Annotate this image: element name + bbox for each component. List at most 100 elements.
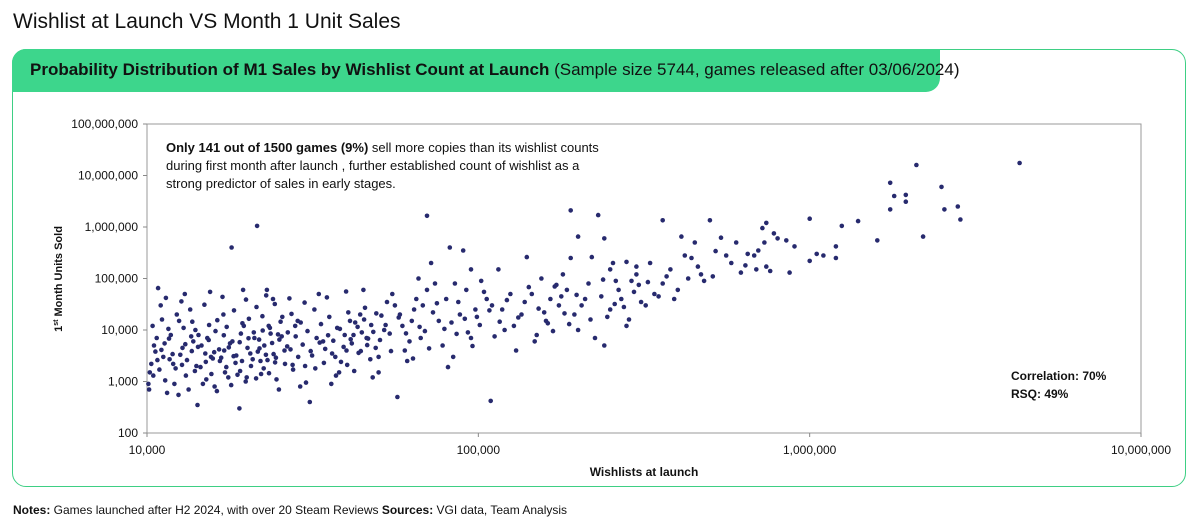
data-point <box>166 336 172 341</box>
data-point <box>833 255 839 261</box>
data-point <box>198 364 203 370</box>
data-point <box>348 337 354 342</box>
data-point <box>370 375 376 380</box>
annotation-line3: strong predictor of sales in early stage… <box>166 176 396 191</box>
data-point <box>787 270 792 275</box>
data-point <box>208 354 214 360</box>
data-point <box>265 357 270 363</box>
data-point <box>723 253 729 258</box>
data-point <box>268 331 273 336</box>
data-point <box>457 312 463 317</box>
data-point <box>403 331 409 336</box>
data-point <box>322 346 328 352</box>
data-point <box>224 324 229 330</box>
data-point <box>566 321 572 327</box>
data-point <box>619 296 624 302</box>
data-point <box>388 348 394 354</box>
data-point <box>502 327 507 333</box>
data-point <box>207 289 213 295</box>
data-point <box>266 323 272 329</box>
data-point <box>183 373 189 378</box>
data-point <box>174 312 180 317</box>
data-point <box>182 291 188 297</box>
data-point <box>213 328 218 334</box>
data-point <box>616 287 621 293</box>
data-point <box>465 330 471 335</box>
data-point <box>253 376 259 381</box>
data-point <box>664 274 669 279</box>
data-point <box>595 212 601 218</box>
data-point <box>224 364 229 370</box>
data-point <box>147 370 153 375</box>
data-point <box>170 351 175 357</box>
data-point <box>526 284 532 290</box>
data-point <box>344 348 349 353</box>
data-point <box>572 312 577 317</box>
data-point <box>377 337 383 343</box>
data-point <box>605 314 610 320</box>
data-point <box>192 368 198 374</box>
data-point <box>263 352 269 358</box>
data-point <box>643 303 648 308</box>
data-point <box>631 289 637 295</box>
data-point <box>239 358 245 364</box>
data-point <box>607 307 613 312</box>
data-point <box>434 301 440 306</box>
data-point <box>151 373 156 378</box>
data-point <box>381 327 387 333</box>
data-point <box>172 381 177 387</box>
data-point <box>288 347 293 352</box>
data-point <box>333 354 338 360</box>
data-point <box>675 287 681 293</box>
data-point <box>764 220 769 226</box>
data-point <box>464 287 469 293</box>
data-point <box>231 353 236 359</box>
annotation-text: Only 141 out of 1500 games (9%) sell mor… <box>166 140 602 191</box>
data-point <box>449 320 454 325</box>
data-point <box>775 236 780 241</box>
data-point <box>355 324 360 330</box>
data-point <box>230 339 235 344</box>
data-point <box>351 368 357 374</box>
data-point <box>955 204 961 209</box>
data-point <box>237 406 242 411</box>
data-point <box>364 342 370 348</box>
data-point <box>151 343 157 348</box>
annotation-line2: during first month after launch , furthe… <box>166 158 580 173</box>
data-point <box>146 387 152 392</box>
data-point <box>214 388 220 394</box>
sources-text: VGI data, Team Analysis <box>433 503 568 517</box>
data-point <box>492 334 497 339</box>
data-point <box>560 272 566 277</box>
data-point <box>176 318 182 324</box>
data-point <box>244 375 249 380</box>
data-point <box>489 303 495 308</box>
data-point <box>279 334 285 339</box>
data-point <box>231 308 237 313</box>
data-point <box>612 301 617 307</box>
data-point <box>303 380 309 385</box>
data-point <box>376 354 381 360</box>
data-point <box>718 235 724 240</box>
data-point <box>298 320 304 325</box>
data-point <box>402 348 408 353</box>
data-point <box>754 267 759 272</box>
correlation-label: Correlation: 70% <box>1011 369 1107 383</box>
data-point <box>189 348 195 354</box>
data-point <box>266 370 272 376</box>
data-point <box>903 199 909 204</box>
data-point <box>707 218 713 223</box>
data-point <box>575 327 581 333</box>
data-point <box>195 402 200 408</box>
data-point <box>260 313 265 319</box>
data-point <box>660 281 665 286</box>
data-point <box>733 240 739 245</box>
data-point <box>271 351 276 357</box>
data-point <box>317 340 323 345</box>
data-point <box>212 384 217 389</box>
y-tick-label: 100 <box>118 426 138 440</box>
data-point <box>404 358 410 364</box>
data-point <box>545 321 551 326</box>
x-tick-label: 10,000 <box>129 443 166 457</box>
